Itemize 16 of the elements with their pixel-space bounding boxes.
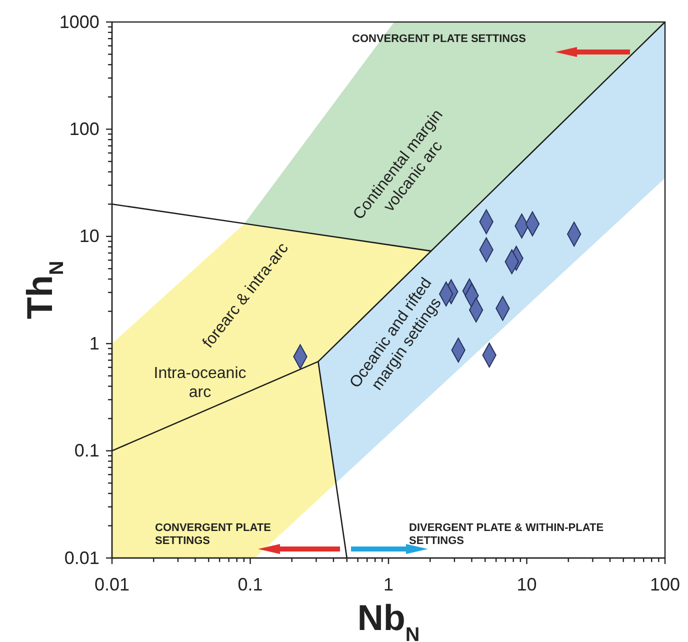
y-tick-label: 0.01	[64, 548, 100, 568]
y-tick-label: 1000	[59, 12, 100, 32]
x-tick-label: 100	[650, 574, 680, 594]
x-axis-title: Nb$_{N}$	[357, 597, 420, 642]
x-tick-label: 0.01	[94, 574, 130, 594]
annotation: Intra-oceanic arc	[154, 365, 246, 402]
y-tick-label: 0.1	[74, 440, 100, 461]
y-tick-label: 10	[79, 226, 100, 246]
y-tick-label: 100	[69, 118, 100, 139]
annotation: CONVERGENT PLATE SETTINGS	[155, 522, 271, 548]
x-tick-label: 10	[516, 574, 537, 594]
x-tick-label: 1	[383, 574, 394, 594]
annotation: DIVERGENT PLATE & WITHIN-PLATE SETTINGS	[409, 522, 604, 548]
annotation: CONVERGENT PLATE SETTINGS	[352, 33, 526, 45]
y-tick-label: 1	[89, 333, 100, 354]
x-tick-label: 0.1	[238, 574, 263, 594]
